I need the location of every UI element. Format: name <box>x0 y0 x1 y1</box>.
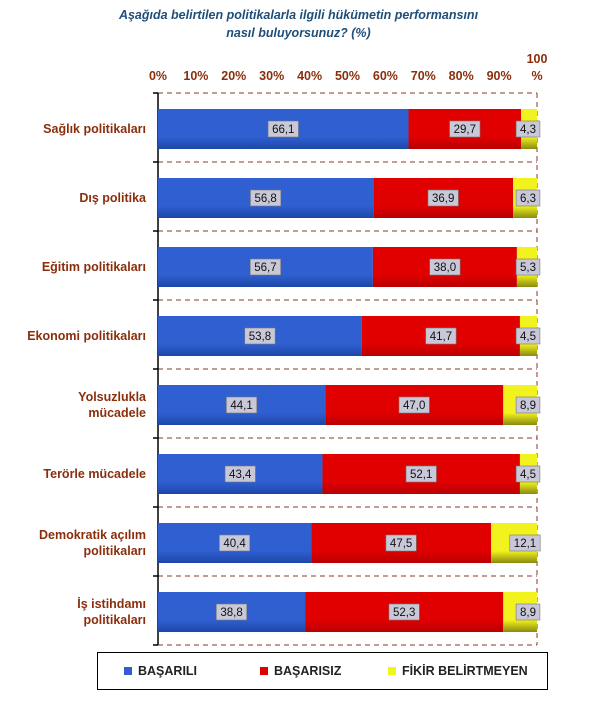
data-label: 52,1 <box>410 469 432 481</box>
data-label-box <box>425 327 457 345</box>
data-label-box <box>449 120 481 138</box>
x-tick-label: 40% <box>297 69 322 83</box>
data-label: 41,7 <box>430 331 452 343</box>
data-label-box <box>216 603 248 621</box>
category-label: Dış politika <box>79 191 147 205</box>
data-label-box <box>224 465 256 483</box>
data-label: 56,8 <box>254 193 276 205</box>
x-tick-label: 30% <box>259 69 284 83</box>
data-label: 6,3 <box>520 193 536 205</box>
data-label: 4,5 <box>520 331 536 343</box>
legend-item-basarili: BAŞARILI <box>124 664 197 678</box>
data-label: 8,9 <box>520 400 536 412</box>
x-tick-label: 70% <box>411 69 436 83</box>
legend-swatch-basarisiz <box>260 667 268 675</box>
data-label: 38,8 <box>220 607 242 619</box>
x-tick-label: % <box>531 69 542 83</box>
chart-title-line-1: Aşağıda belirtilen politikalarla ilgili … <box>118 8 479 22</box>
data-label-box <box>250 189 282 207</box>
data-label-box <box>398 396 430 414</box>
data-label-box <box>515 189 541 207</box>
data-label-box <box>515 120 541 138</box>
category-label: politikaları <box>83 613 146 627</box>
data-label-box <box>515 327 541 345</box>
legend-swatch-fikir-belirtmeyen <box>388 667 396 675</box>
legend-swatch-basarili <box>124 667 132 675</box>
chart-legend: BAŞARILI BAŞARISIZ FİKİR BELİRTMEYEN <box>97 652 548 690</box>
x-tick-label: 60% <box>373 69 398 83</box>
chart-title: Aşağıda belirtilen politikalarla ilgili … <box>0 6 597 42</box>
x-tick-label: 80% <box>449 69 474 83</box>
data-label: 47,5 <box>390 538 412 550</box>
data-label: 4,3 <box>520 124 536 136</box>
data-label-box <box>385 534 417 552</box>
data-label-box <box>219 534 251 552</box>
data-label: 66,1 <box>272 124 294 136</box>
legend-label-basarisiz: BAŞARISIZ <box>274 664 342 678</box>
data-label: 43,4 <box>229 469 252 481</box>
data-label: 47,0 <box>403 400 425 412</box>
category-label: Sağlık politikaları <box>43 122 146 136</box>
category-label: Eğitim politikaları <box>42 260 146 274</box>
x-tick-label: 100 <box>527 52 548 66</box>
data-label: 53,8 <box>249 331 271 343</box>
category-label: Ekonomi politikaları <box>27 329 146 343</box>
legend-item-basarisiz: BAŞARISIZ <box>260 664 341 678</box>
data-label-box <box>249 258 281 276</box>
data-label: 36,9 <box>432 193 454 205</box>
x-tick-label: 0% <box>149 69 167 83</box>
category-label: İş istihdamı <box>77 596 146 611</box>
stacked-bar-chart: 0% 10% 20% 30% 40% 50% 60% 70% 80% 90% 100% Sağlık … <box>27 52 548 646</box>
data-label: 29,7 <box>454 124 476 136</box>
data-label: 8,9 <box>520 607 536 619</box>
data-label-box <box>226 396 258 414</box>
legend-label-basarili: BAŞARILI <box>138 664 198 678</box>
data-label-box <box>509 534 541 552</box>
data-label-box <box>515 465 541 483</box>
legend-label-fikir-belirtmeyen: FİKİR BELİRTMEYEN <box>402 664 528 678</box>
data-label: 12,1 <box>514 538 536 550</box>
chart-title-line-2: nasıl buluyorsunuz? (%) <box>226 26 371 40</box>
category-label: Terörle mücadele <box>43 467 146 481</box>
data-label-box <box>429 258 461 276</box>
data-label-box <box>515 603 541 621</box>
data-label: 4,5 <box>520 469 536 481</box>
x-tick-label: 20% <box>221 69 246 83</box>
x-tick-label: 50% <box>335 69 360 83</box>
category-label: mücadele <box>88 406 146 420</box>
x-tick-label: 10% <box>183 69 208 83</box>
data-label: 44,1 <box>230 400 252 412</box>
data-label: 5,3 <box>520 262 536 274</box>
data-label: 56,7 <box>254 262 276 274</box>
data-label-box <box>427 189 459 207</box>
category-label: Demokratik açılım <box>39 528 146 542</box>
legend-item-fikir-belirtmeyen: FİKİR BELİRTMEYEN <box>388 664 528 678</box>
data-label: 40,4 <box>223 538 246 550</box>
data-label: 38,0 <box>434 262 456 274</box>
category-label: Yolsuzlukla <box>78 390 147 404</box>
x-tick-label: 90% <box>487 69 512 83</box>
data-label-box <box>515 258 541 276</box>
data-label-box <box>515 396 541 414</box>
data-label-box <box>267 120 299 138</box>
category-label: politikaları <box>83 544 146 558</box>
data-label-box <box>388 603 420 621</box>
data-label-box <box>405 465 437 483</box>
data-label-box <box>244 327 276 345</box>
data-label: 52,3 <box>393 607 415 619</box>
